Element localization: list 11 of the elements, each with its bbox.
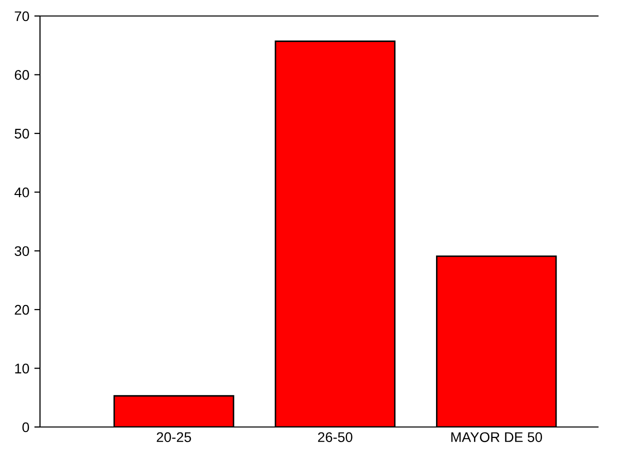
y-tick-label: 40	[14, 187, 30, 198]
y-tick-label: 60	[14, 70, 30, 80]
y-tick-label: 30	[14, 246, 30, 256]
y-tick-label: 0	[22, 422, 30, 432]
y-tick-label: 50	[14, 128, 30, 139]
y-tick-label: 10	[15, 364, 30, 374]
x-tick-label: 26-50	[318, 432, 352, 442]
x-tick-label: 20-25	[156, 432, 192, 442]
y-tick-label: 20	[14, 304, 30, 315]
x-tick-label: MAYOR DE 50	[451, 432, 542, 442]
y-tick-label: 70	[14, 11, 30, 22]
